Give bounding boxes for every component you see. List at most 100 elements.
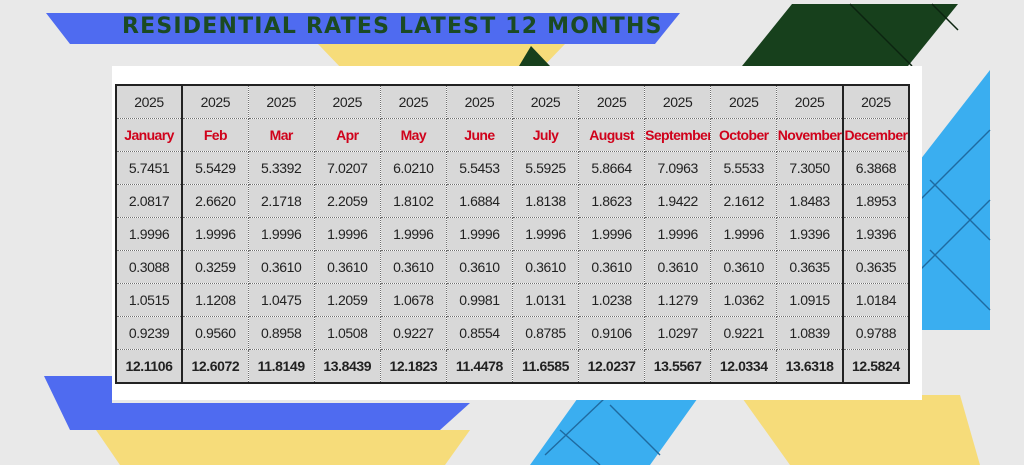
- month-row: January Feb Mar Apr May June July August Septemb…: [114, 118, 911, 152]
- rate-row-cell: 7.0207: [313, 151, 381, 185]
- month-row-cell: November: [776, 118, 844, 152]
- month-row-cell: Mar: [247, 118, 315, 152]
- year-row-cell: 2025: [644, 84, 712, 119]
- rate-row-cell: 1.8953: [841, 184, 911, 218]
- rate-row-cell: 1.0508: [313, 316, 381, 350]
- year-row: 2025 2025 2025 2025 2025 2025 2025 2025 2025 2025…: [114, 84, 911, 119]
- month-row-cell: May: [379, 118, 447, 152]
- top-yellow-shape: [318, 44, 565, 70]
- rate-row-cell: 1.6884: [445, 184, 513, 218]
- rate-row-cell: 0.8554: [445, 316, 513, 350]
- rate-row-cell: 1.0475: [247, 283, 315, 317]
- rates-table-panel: 2025 2025 2025 2025 2025 2025 2025 2025 2025 2025…: [112, 66, 922, 400]
- rate-row-cell: 0.3259: [181, 250, 249, 284]
- rate-row-cell: 0.3610: [511, 250, 580, 284]
- month-row-cell: Apr: [313, 118, 381, 152]
- rate-row: 1.0515 1.1208 1.0475 1.2059 1.0678 0.9981 1.01…: [114, 283, 911, 317]
- rate-row-cell: 1.0362: [710, 283, 778, 317]
- bottom-yellow-shape: [96, 430, 470, 465]
- rate-row-cell: 0.3610: [445, 250, 513, 284]
- month-row-cell: January: [114, 118, 183, 152]
- rate-row-cell: 1.9996: [511, 217, 580, 251]
- rate-row-cell: 5.5453: [445, 151, 513, 185]
- rate-row-cell: 1.9996: [181, 217, 249, 251]
- total-row-cell: 12.0334: [710, 349, 778, 384]
- year-row-cell: 2025: [578, 84, 646, 119]
- banner-title: RESIDENTIAL RATES LATEST 12 MONTHS: [122, 14, 663, 39]
- rate-row-cell: 5.7451: [114, 151, 183, 185]
- rate-row-cell: 1.8623: [578, 184, 646, 218]
- month-row-cell: July: [511, 118, 580, 152]
- rate-row-cell: 0.3635: [776, 250, 844, 284]
- rate-row-cell: 1.9996: [644, 217, 712, 251]
- rate-row-cell: 5.8664: [578, 151, 646, 185]
- rate-row-cell: 0.9106: [578, 316, 646, 350]
- rate-row: 5.7451 5.5429 5.3392 7.0207 6.0210 5.5453 5.59…: [114, 151, 911, 185]
- top-green-triangle: [519, 46, 550, 66]
- rate-row-cell: 1.8138: [511, 184, 580, 218]
- rate-row-cell: 5.5925: [511, 151, 580, 185]
- year-row-cell: 2025: [313, 84, 381, 119]
- rate-row-cell: 1.0238: [578, 283, 646, 317]
- year-row-cell: 2025: [181, 84, 249, 119]
- total-row-cell: 13.6318: [776, 349, 844, 384]
- rate-row-cell: 1.9996: [247, 217, 315, 251]
- rate-row-cell: 1.9996: [578, 217, 646, 251]
- rate-row-cell: 1.0915: [776, 283, 844, 317]
- month-row-cell: June: [445, 118, 513, 152]
- rate-row-cell: 1.0678: [379, 283, 447, 317]
- rate-row-cell: 0.3610: [710, 250, 778, 284]
- rate-row: 0.9239 0.9560 0.8958 1.0508 0.9227 0.8554 0.87…: [114, 316, 911, 350]
- total-row-cell: 12.6072: [181, 349, 249, 384]
- year-row-cell: 2025: [445, 84, 513, 119]
- year-row-cell: 2025: [776, 84, 844, 119]
- rate-row-cell: 0.8785: [511, 316, 580, 350]
- rate-row-cell: 1.0184: [841, 283, 911, 317]
- month-row-cell: December: [841, 118, 911, 152]
- rate-row-cell: 1.0839: [776, 316, 844, 350]
- rate-row-cell: 1.9996: [710, 217, 778, 251]
- rate-row-cell: 1.8102: [379, 184, 447, 218]
- rate-row-cell: 1.1208: [181, 283, 249, 317]
- rate-row: 2.0817 2.6620 2.1718 2.2059 1.8102 1.6884 1.81…: [114, 184, 911, 218]
- year-row-cell: 2025: [710, 84, 778, 119]
- rate-row-cell: 1.9996: [379, 217, 447, 251]
- total-row-cell: 12.0237: [578, 349, 646, 384]
- year-row-cell: 2025: [511, 84, 580, 119]
- total-row-cell: 11.4478: [445, 349, 513, 384]
- rate-row-cell: 2.2059: [313, 184, 381, 218]
- yellow-shape-right: [740, 395, 980, 465]
- rate-row-cell: 1.0297: [644, 316, 712, 350]
- dark-green-parallelogram: [742, 4, 958, 66]
- rate-row: 1.9996 1.9996 1.9996 1.9996 1.9996 1.9996 1.99…: [114, 217, 911, 251]
- month-row-cell: August: [578, 118, 646, 152]
- rate-row-cell: 1.9396: [841, 217, 911, 251]
- total-row-cell: 12.1106: [114, 349, 183, 384]
- rate-row-cell: 6.0210: [379, 151, 447, 185]
- rates-table: 2025 2025 2025 2025 2025 2025 2025 2025 2025 2025…: [114, 84, 911, 384]
- rate-row-cell: 1.0515: [114, 283, 183, 317]
- rate-row-cell: 0.3610: [379, 250, 447, 284]
- total-row-cell: 13.8439: [313, 349, 381, 384]
- total-row-cell: 12.5824: [841, 349, 911, 384]
- rate-row-cell: 7.3050: [776, 151, 844, 185]
- month-row-cell: September: [644, 118, 712, 152]
- rate-row-cell: 0.8958: [247, 316, 315, 350]
- rate-row-cell: 0.9227: [379, 316, 447, 350]
- year-row-cell: 2025: [379, 84, 447, 119]
- top-blue-stripe: [46, 13, 680, 44]
- rate-row-cell: 2.0817: [114, 184, 183, 218]
- total-row: 12.1106 12.6072 11.8149 13.8439 12.1823 11.44…: [114, 349, 911, 384]
- rate-row-cell: 0.3610: [313, 250, 381, 284]
- year-row-cell: 2025: [841, 84, 911, 119]
- total-row-cell: 11.6585: [511, 349, 580, 384]
- rate-row-cell: 5.5429: [181, 151, 249, 185]
- rate-row-cell: 1.9422: [644, 184, 712, 218]
- rate-row: 0.3088 0.3259 0.3610 0.3610 0.3610 0.3610 0.36…: [114, 250, 911, 284]
- total-row-cell: 12.1823: [379, 349, 447, 384]
- rate-row-cell: 1.9996: [313, 217, 381, 251]
- rate-row-cell: 5.3392: [247, 151, 315, 185]
- rate-row-cell: 1.2059: [313, 283, 381, 317]
- rate-row-cell: 0.9981: [445, 283, 513, 317]
